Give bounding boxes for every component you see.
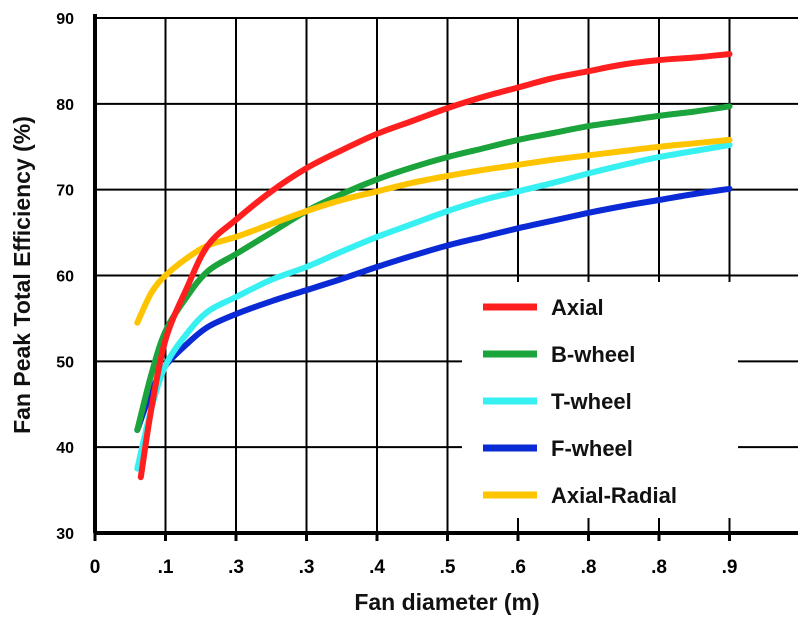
- y-tick-label: 70: [56, 183, 74, 200]
- grid-layer: [95, 17, 798, 533]
- x-tick-label: .6: [510, 557, 526, 578]
- legend-label: T-wheel: [551, 389, 632, 414]
- legend-label: F-wheel: [551, 436, 633, 461]
- y-tick-label: 60: [56, 269, 74, 286]
- legend-label: B-wheel: [551, 342, 635, 367]
- series-layer: [134, 51, 733, 481]
- x-axis-title: Fan diameter (m): [354, 589, 539, 615]
- x-tick-label: .3: [228, 557, 244, 578]
- legend-label: Axial: [551, 295, 604, 320]
- x-tick-label: .3: [299, 557, 315, 578]
- y-axis-title: Fan Peak Total Efficiency (%): [9, 116, 35, 434]
- y-tick-label: 30: [56, 526, 74, 543]
- series-line-f-wheel: [134, 185, 733, 433]
- y-tick-label: 40: [56, 440, 74, 457]
- x-tick-label: .9: [722, 557, 738, 578]
- series-line-axial-radial: [134, 136, 733, 326]
- axis-layer: [93, 14, 798, 541]
- legend-label: Axial-Radial: [551, 483, 677, 508]
- series-line-b-wheel: [134, 103, 733, 433]
- x-tick-label: .4: [369, 557, 385, 578]
- x-tick-label: .5: [440, 557, 456, 578]
- x-tick-label: .8: [651, 557, 667, 578]
- series-line-axial: [137, 51, 733, 481]
- series-line-t-wheel: [134, 142, 733, 472]
- y-tick-label: 80: [56, 97, 74, 114]
- y-tick-label: 90: [56, 11, 74, 28]
- y-tick-label: 50: [56, 354, 74, 371]
- legend: Axial B-wheel T-wheel F-wheel Axial-Radial: [483, 295, 677, 508]
- x-tick-label: .1: [158, 557, 174, 578]
- x-tick-label: .8: [581, 557, 597, 578]
- x-tick-label: 0: [90, 557, 101, 578]
